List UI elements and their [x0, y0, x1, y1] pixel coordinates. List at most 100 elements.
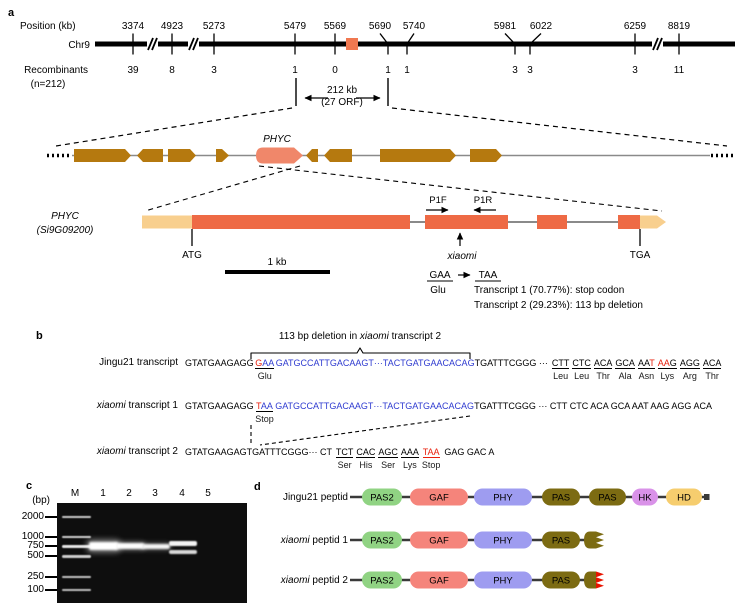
ellipsis: ··· — [308, 447, 320, 457]
codon-aat: AAT Asn — [637, 358, 655, 381]
position-label: 6259 — [624, 21, 647, 32]
codon-stop: TAA Stop — [422, 447, 441, 470]
transcript2-note: Transcript 2 (29.23%): 113 bp deletion — [474, 300, 643, 311]
ladder-size-label: 1000 — [21, 531, 44, 542]
interval-orf-label: (27 ORF) — [321, 97, 363, 108]
truncated-domain-stub — [584, 571, 596, 589]
orf-block — [470, 149, 502, 162]
ladder-size-label: 250 — [27, 571, 44, 582]
position-label: 6022 — [530, 21, 553, 32]
amino-acid-label: Ala — [618, 370, 632, 381]
position-label: 5273 — [203, 21, 226, 32]
gene-id: (Si9G09200) — [37, 225, 94, 236]
amino-acid-label: Arg — [682, 370, 697, 381]
truncated-domain-stub — [584, 531, 604, 549]
recombinant-count: 3 — [632, 65, 638, 76]
ellipsis: ··· — [373, 401, 383, 411]
stop-codon: TAA — [422, 447, 440, 458]
scale-bar — [225, 270, 330, 274]
codon: AGC Ser — [378, 447, 398, 470]
orf-block — [380, 149, 456, 162]
domain-label: PHY — [493, 536, 513, 547]
recombinant-count: 1 — [292, 65, 298, 76]
panel-a-label: a — [8, 7, 15, 19]
zoom-dashed-line — [391, 107, 728, 147]
codon-stop: TAA Stop — [255, 401, 274, 424]
exon — [618, 215, 640, 229]
peptide-row-xiaomi-2: xiaomi peptid 2 PAS2 GAF PHY PAS — [280, 571, 604, 589]
domain-label: HK — [638, 493, 652, 504]
codon: AAA Lys — [400, 447, 419, 470]
amino-acid-label: Lys — [660, 370, 675, 381]
sequence-segment: AA — [260, 401, 273, 411]
position-label: 8819 — [668, 21, 691, 32]
pcr-band — [116, 543, 144, 549]
orf-block — [306, 149, 318, 162]
scale-bar-label: 1 kb — [268, 257, 287, 268]
position-label: 4923 — [161, 21, 184, 32]
orf-block — [216, 149, 229, 162]
domain-label: PAS — [552, 536, 570, 547]
amino-acid-label: His — [359, 459, 373, 470]
domain-box-gaf — [410, 488, 468, 506]
ladder-tick — [45, 516, 57, 518]
sequence-segment: GTATGAAGAGG — [185, 401, 254, 411]
sequence-segment: GTATGAAGAGTGATTTCGGG — [185, 447, 309, 457]
domain-box-phy — [474, 531, 532, 549]
domain-box-pas — [542, 488, 580, 506]
domain-label: PAS2 — [370, 576, 394, 587]
position-label: 5740 — [403, 21, 426, 32]
locus-marker-square — [346, 38, 358, 50]
orf-block — [168, 149, 196, 162]
chromosome-break-icon — [147, 37, 158, 51]
sequence-segment: AA — [262, 358, 275, 368]
recombinant-count: 0 — [332, 65, 338, 76]
pcr-band — [142, 543, 170, 549]
ladder-tick — [45, 545, 57, 547]
ellipsis: ··· — [373, 358, 383, 368]
phyc-gene-label: PHYC — [263, 134, 292, 145]
sequence-row-label: Jingu21 transcript — [99, 357, 178, 368]
codon: ACA Thr — [702, 358, 722, 381]
zoom-dashed-line — [258, 165, 663, 212]
sequence-segment: CTT CTC ACA GCA AAT AAG AGG ACA — [549, 401, 712, 411]
sequence-row-jingu21: Jingu21 transcript GTATGAAGAGG GAA Glu G… — [0, 358, 737, 381]
codon: GCA Ala — [615, 358, 635, 381]
bracket-gene-name: xiaomi — [359, 331, 389, 342]
panel-a: a Position (kb) 3374 4923 5273 5479 5569… — [8, 7, 735, 311]
sequence-segment: TGATTTCGGG — [474, 401, 536, 411]
ladder-tick — [45, 536, 57, 538]
codon: TCT Ser — [335, 447, 354, 470]
bracket-text: transcript 2 — [388, 331, 442, 342]
ladder-size-label: 750 — [27, 540, 44, 551]
mut-codon: TAA — [479, 270, 498, 281]
sequence-segment: TACTGATGAACACAG — [382, 401, 475, 411]
transcript1-note: Transcript 1 (70.77%): stop codon — [474, 285, 624, 296]
domain-label: PAS2 — [370, 536, 394, 547]
domain-label: GAF — [429, 493, 449, 504]
pcr-band — [169, 541, 197, 546]
position-ticks — [132, 33, 680, 55]
codon: CAC His — [356, 447, 376, 470]
lane-label: 2 — [126, 488, 132, 499]
stop-nucleotide: AA — [657, 358, 670, 368]
ladder-tick — [45, 576, 57, 578]
sequence-segment: GAG GAC A — [441, 447, 495, 457]
bracket-text: 113 bp deletion in — [278, 331, 360, 342]
codon: CTC Leu — [572, 358, 591, 381]
sequence-segment: TGATTTCGGG — [474, 358, 537, 368]
position-label: 5479 — [284, 21, 307, 32]
recombinant-count: 3 — [211, 65, 217, 76]
domain-box-pas — [589, 488, 626, 506]
domain-box-hd — [666, 488, 702, 506]
amino-acid-label: Leu — [574, 370, 590, 381]
bp-axis-label: (bp) — [32, 495, 50, 506]
ladder-band — [62, 555, 91, 558]
amino-acid-label: Thr — [705, 370, 719, 381]
lane-label: 4 — [179, 488, 185, 499]
exon — [537, 215, 567, 229]
pcr-band — [89, 541, 118, 550]
stop-label: Stop — [255, 413, 274, 424]
domain-box-gaf — [410, 571, 468, 589]
